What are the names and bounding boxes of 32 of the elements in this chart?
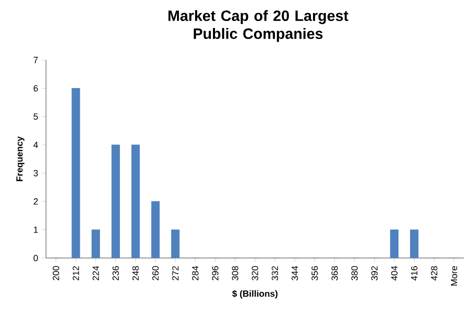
x-tick-label: 404: [391, 266, 398, 281]
y-tick-label: 6: [34, 85, 38, 92]
x-tick-label: 308: [232, 266, 238, 280]
x-tick-label: 272: [172, 266, 179, 280]
y-axis-title: Frequency: [16, 136, 24, 182]
y-tick-label: 4: [33, 142, 38, 148]
x-tick-label: 416: [411, 266, 418, 281]
x-tick-label: 368: [331, 266, 338, 280]
x-tick-label: 320: [252, 266, 258, 280]
x-tick-label: 344: [292, 266, 298, 280]
chart-title: Market Cap of 20 Largest Public Companies: [168, 10, 348, 42]
y-tick-label: 7: [34, 56, 38, 64]
y-tick-label: 5: [34, 113, 38, 120]
x-tick-label: 260: [152, 266, 159, 280]
x-tick-label: 392: [371, 266, 378, 280]
x-tick-label: 212: [72, 266, 79, 280]
x-tick-label: More: [450, 266, 458, 286]
x-tick-label: 224: [92, 266, 99, 280]
x-tick-label: 428: [430, 266, 438, 281]
x-tick-label: 296: [212, 266, 218, 280]
y-tick-label: 0: [34, 254, 38, 262]
x-axis-title: $ (Billions): [232, 290, 278, 299]
x-tick-label: 200: [52, 266, 60, 280]
y-tick-label: 1: [34, 226, 38, 233]
x-tick-label: 236: [112, 266, 119, 280]
y-tick-label: 2: [34, 198, 38, 205]
x-tick-label: 284: [192, 266, 198, 280]
x-tick-label: 356: [312, 266, 318, 280]
x-tick-label: 380: [351, 266, 358, 280]
x-tick-label: 332: [272, 266, 278, 280]
x-tick-label: 248: [132, 266, 139, 280]
y-tick-label: 3: [34, 170, 38, 176]
